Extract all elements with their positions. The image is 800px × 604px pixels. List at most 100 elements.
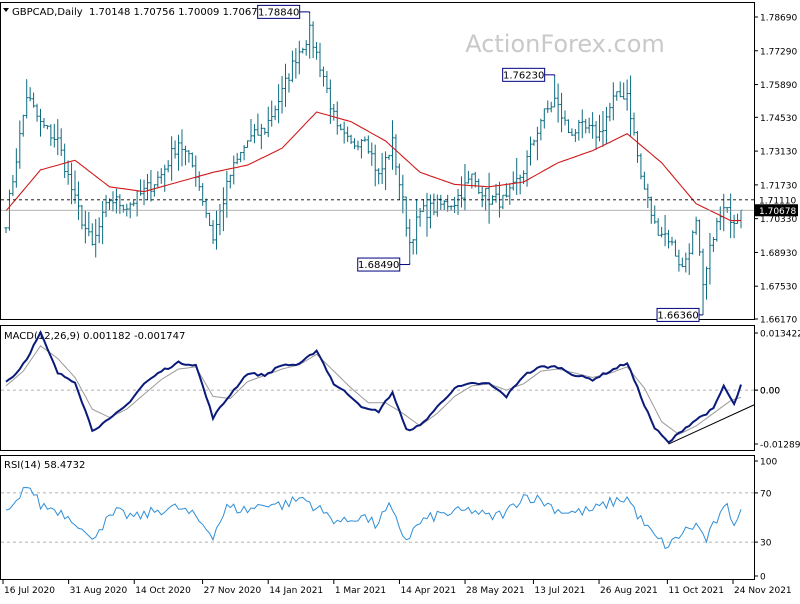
- price-bar: [397, 163, 401, 200]
- price-bar: [666, 229, 671, 249]
- price-bar: [32, 92, 36, 108]
- price-bar: [163, 164, 167, 192]
- price-bar: [573, 129, 577, 142]
- dropdown-triangle-icon[interactable]: [3, 8, 9, 12]
- price-label-high-jul-2021: 1.76230: [502, 67, 556, 82]
- price-labels: 1.78840 1.68490 1.76230 1.66360: [257, 4, 704, 322]
- rsi-tick-label: 30: [760, 539, 772, 549]
- price-bar: [45, 125, 50, 130]
- resistance-label-bg: [756, 193, 798, 205]
- price-bar: [653, 205, 657, 224]
- price-bar: [239, 151, 243, 163]
- price-bar: [408, 219, 412, 264]
- date-tick-label: 31 Aug 2020: [70, 586, 128, 596]
- watermark: ActionForex.com: [465, 30, 665, 58]
- price-bar: [28, 87, 32, 102]
- price-label-box: [656, 307, 700, 322]
- price-bar: [245, 140, 250, 148]
- price-bar: [166, 160, 170, 173]
- price-bar: [25, 79, 29, 119]
- price-bar: [508, 183, 512, 205]
- price-bar: [328, 79, 332, 124]
- price-bar: [401, 174, 405, 214]
- price-bar: [677, 249, 681, 272]
- price-tick-label: 1.67530: [760, 283, 797, 293]
- rsi-tick-label: 0: [760, 573, 766, 583]
- price-bar: [218, 203, 222, 236]
- price-label-text: 1.68490: [358, 260, 399, 271]
- price-bar: [76, 181, 81, 220]
- price-bars: [4, 13, 743, 315]
- price-bar: [252, 123, 257, 144]
- price-bar: [18, 120, 22, 169]
- price-bar: [673, 239, 678, 257]
- date-tick-label: 11 Oct 2021: [668, 586, 724, 596]
- price-bar: [670, 236, 674, 246]
- current-price-label-bg: [755, 204, 798, 217]
- price-bar: [180, 129, 184, 167]
- price-bar: [190, 152, 194, 168]
- rsi-label: RSI(14) 58.4732: [4, 460, 85, 471]
- price-tick-label: 1.66170: [760, 316, 797, 326]
- price-bar: [473, 171, 477, 188]
- price-bar: [176, 134, 181, 171]
- price-bar: [684, 252, 688, 273]
- price-bar: [211, 220, 215, 244]
- price-bar: [442, 199, 446, 211]
- price-bar: [556, 83, 560, 123]
- price-bar: [711, 236, 715, 252]
- price-bar: [173, 140, 177, 159]
- date-tick-label: 14 Jan 2021: [269, 586, 323, 596]
- macd-tick-label: 0.013422: [760, 330, 800, 340]
- price-bar: [532, 139, 536, 146]
- price-bar: [263, 127, 267, 135]
- price-tick-label: 1.73130: [760, 148, 797, 158]
- price-label-low-dec-2021: 1.66360: [656, 307, 704, 322]
- price-bar: [80, 205, 84, 230]
- price-bar: [390, 120, 395, 170]
- price-bar: [352, 138, 357, 150]
- price-bar: [156, 171, 160, 188]
- price-bar: [35, 103, 39, 122]
- rsi-tick-label: 70: [760, 489, 772, 499]
- price-bar: [201, 183, 205, 206]
- chart-header: GBPCAD,Daily 1.70148 1.70756 1.70009 1.7…: [3, 7, 264, 18]
- price-bar: [256, 113, 260, 136]
- price-bar: [663, 215, 667, 247]
- price-bar: [214, 210, 219, 250]
- macd-line: [5, 330, 742, 444]
- price-bar: [325, 70, 329, 94]
- price-bar: [83, 210, 87, 244]
- price-label-box: [502, 67, 546, 82]
- price-bar: [680, 257, 684, 268]
- price-bar: [594, 121, 598, 150]
- price-bar: [21, 114, 25, 137]
- price-bar: [656, 218, 660, 236]
- price-tick-label: 1.75890: [760, 81, 797, 91]
- price-bar: [38, 108, 43, 137]
- price-bar: [618, 81, 622, 98]
- price-bar: [484, 187, 488, 211]
- price-bar: [394, 134, 398, 176]
- price-bar: [297, 40, 301, 75]
- price-bar: [470, 173, 474, 189]
- price-bar: [459, 176, 464, 208]
- price-bar: [377, 168, 381, 185]
- price-bar: [622, 82, 626, 100]
- price-bar: [411, 239, 415, 255]
- price-bar: [563, 110, 567, 126]
- price-bar: [111, 191, 115, 212]
- price-bar: [132, 200, 136, 207]
- date-tick-label: 27 Nov 2020: [204, 586, 262, 596]
- price-bar: [270, 100, 274, 127]
- price-label-low-apr-2021: 1.68490: [357, 257, 411, 272]
- price-label-box: [257, 4, 301, 19]
- date-tick-label: 24 Nov 2021: [734, 586, 792, 596]
- price-tick-label: 1.77290: [760, 47, 797, 57]
- date-tick-label: 28 May 2021: [466, 586, 525, 596]
- date-tick-label: 1 Mar 2021: [335, 586, 386, 596]
- price-bar: [204, 198, 208, 218]
- current-price-label: 1.70678: [759, 207, 796, 217]
